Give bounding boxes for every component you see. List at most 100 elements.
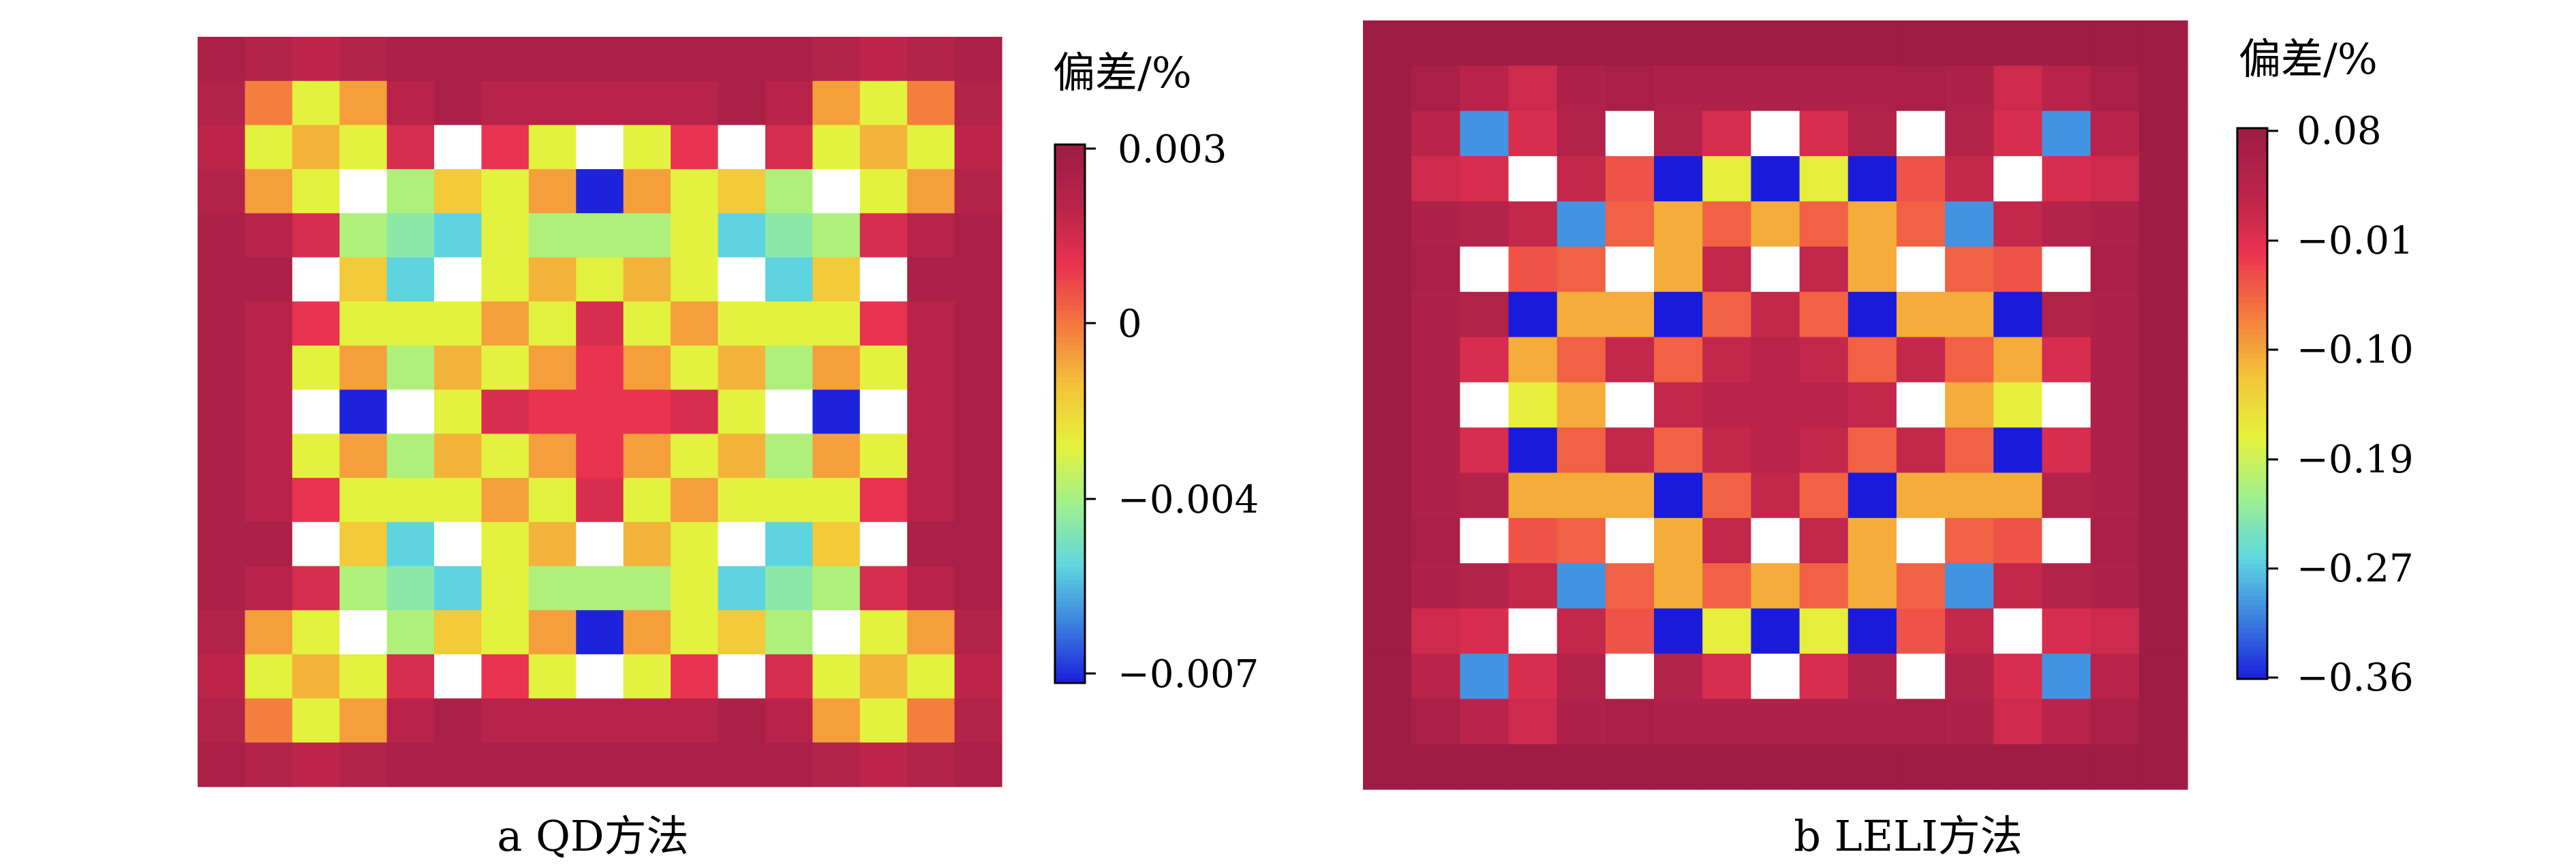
heatmap-cell [1847,201,1897,247]
heatmap-cell [718,37,766,82]
colorbar-swatch [1055,265,1085,271]
heatmap-cell [481,37,530,82]
heatmap-cell [1411,246,1460,292]
colorbar-swatch [1055,386,1085,392]
heatmap-cell [954,125,1002,170]
heatmap-cell [339,37,388,82]
heatmap-cell [1557,246,1606,292]
heatmap-cell [1460,563,1509,609]
heatmap-cell [671,389,719,434]
heatmap-cell [386,125,435,170]
heatmap-cell [1411,337,1460,383]
colorbar-b-tick-label: −0.10 [2297,328,2414,372]
heatmap-cell [623,610,671,655]
colorbar-swatch [2237,421,2267,427]
heatmap-cell [339,125,388,170]
colorbar-swatch [1055,543,1085,549]
colorbar-swatch [2237,238,2267,244]
heatmap-cell [1847,65,1897,112]
heatmap-cell [1508,427,1558,474]
colorbar-swatch [2237,500,2267,505]
heatmap-cell [198,521,246,567]
heatmap-cell [623,521,671,567]
heatmap-cell [812,654,861,699]
colorbar-swatch [1055,391,1085,397]
heatmap-cell [718,698,766,743]
heatmap-cell [1751,110,1800,157]
colorbar-swatch [1055,449,1085,455]
heatmap-cell [1460,653,1509,699]
heatmap-cell [2042,472,2091,519]
heatmap-cell [954,566,1002,611]
heatmap-cell [765,521,813,567]
heatmap-cell [1847,427,1897,474]
heatmap-cell [812,301,861,346]
colorbar-swatch [1055,324,1085,329]
colorbar-swatch [2237,523,2267,528]
colorbar-swatch [2237,352,2267,359]
heatmap-cell [765,213,813,258]
colorbar-swatch [1055,328,1085,334]
colorbar-swatch [1055,157,1085,164]
colorbar-swatch [1055,512,1085,518]
heatmap-cell [718,80,766,126]
heatmap-cell [339,80,388,126]
heatmap-cell [859,610,908,655]
heatmap-cell [2138,156,2188,202]
heatmap-cell [1411,110,1460,157]
heatmap-cell [1702,382,1752,428]
heatmap-cell [907,698,955,743]
colorbar-swatch [1055,409,1085,414]
heatmap-cell [2138,65,2188,112]
heatmap-cell [198,434,246,479]
colorbar-swatch [2237,243,2267,248]
heatmap-cell [434,37,482,82]
heatmap-cell [576,742,624,787]
heatmap-cell [1945,699,1994,745]
heatmap-cell [576,169,624,214]
heatmap-cell [2042,292,2091,338]
heatmap-cell [1460,744,1509,790]
colorbar-swatch [2237,596,2267,602]
heatmap-cell [434,566,482,611]
heatmap-cell [1847,699,1897,745]
colorbar-swatch [1055,234,1085,240]
heatmap-cell [2090,608,2140,654]
colorbar-swatch [1055,485,1085,491]
colorbar-swatch [1055,346,1085,352]
colorbar-swatch [1055,333,1085,338]
heatmap-cell [292,257,340,302]
heatmap-cell [1460,517,1509,564]
colorbar-swatch [2237,624,2267,629]
heatmap-cell [1460,246,1509,292]
heatmap-cell [1896,608,1946,654]
heatmap-cell [718,345,766,391]
colorbar-swatch [1055,292,1085,298]
heatmap-cell [765,742,813,787]
colorbar-swatch [1055,530,1085,536]
heatmap-cell [386,478,435,523]
heatmap-cell [1799,201,1849,247]
colorbar-swatch [2237,335,2267,340]
colorbar-swatch [2237,610,2267,616]
heatmap-cell [859,521,908,567]
heatmap-cell [2090,472,2140,519]
heatmap-cell [1605,472,1655,519]
colorbar-swatch [2237,252,2267,258]
heatmap-cell [1557,608,1606,654]
heatmap-cell [2042,156,2091,202]
heatmap-cell [245,478,293,523]
heatmap-cell [907,257,955,302]
heatmap-cell [1557,110,1606,157]
colorbar-swatch [1055,629,1085,635]
heatmap-cell [1411,563,1460,609]
colorbar-swatch [1055,526,1085,531]
colorbar-swatch [2237,642,2267,648]
heatmap-cell [1508,246,1558,292]
heatmap-cell [718,654,766,699]
heatmap-cell [434,125,482,170]
heatmap-cell [2090,699,2140,745]
colorbar-swatch [1055,243,1085,249]
colorbar-swatch [1055,584,1085,590]
heatmap-cell [623,478,671,523]
